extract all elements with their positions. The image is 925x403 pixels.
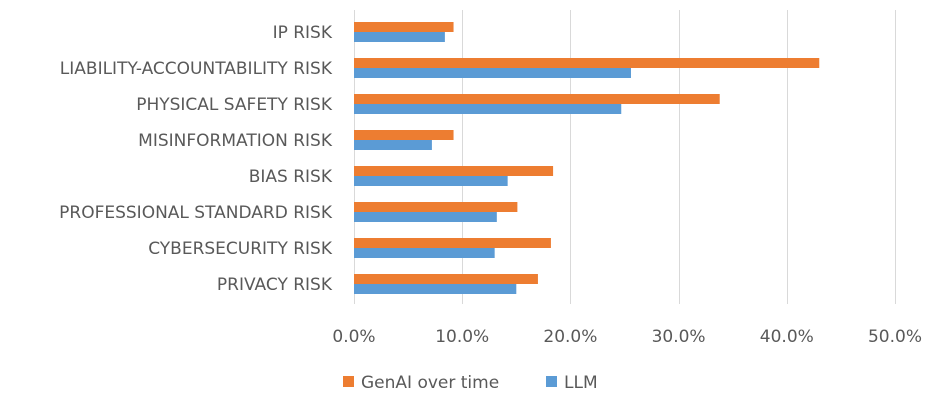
- bar-llm-0: [354, 32, 445, 42]
- bar-llm-2: [354, 104, 622, 114]
- bar-llm-1: [354, 68, 631, 78]
- legend-swatch-llm: [546, 376, 557, 387]
- category-label-4: BIAS RISK: [249, 167, 333, 187]
- category-label-5: PROFESSIONAL STANDARD RISK: [59, 203, 333, 223]
- gridlines: [354, 10, 896, 304]
- bar-genai-5: [354, 202, 518, 212]
- x-tick-label-2: 20.0%: [543, 327, 597, 347]
- category-label-3: MISINFORMATION RISK: [138, 131, 333, 151]
- category-label-6: CYBERSECURITY RISK: [148, 239, 333, 259]
- x-tick-label-4: 40.0%: [760, 327, 814, 347]
- category-label-7: PRIVACY RISK: [217, 275, 333, 295]
- x-tick-label-0: 0.0%: [332, 327, 375, 347]
- bar-genai-1: [354, 58, 820, 68]
- bar-llm-4: [354, 176, 508, 186]
- legend-swatch-genai: [343, 376, 354, 387]
- bars: [354, 22, 820, 294]
- bar-genai-2: [354, 94, 720, 104]
- x-tick-label-5: 50.0%: [868, 327, 922, 347]
- x-axis-tick-labels: 0.0% 10.0% 20.0% 30.0% 40.0% 50.0%: [332, 327, 922, 347]
- bar-genai-0: [354, 22, 454, 32]
- bar-genai-7: [354, 274, 538, 284]
- bar-genai-4: [354, 166, 554, 176]
- category-label-0: IP RISK: [273, 23, 333, 43]
- legend-label-genai: GenAI over time: [361, 373, 499, 393]
- bar-genai-6: [354, 238, 551, 248]
- bar-llm-5: [354, 212, 497, 222]
- x-tick-label-3: 30.0%: [652, 327, 706, 347]
- category-labels: IP RISK LIABILITY-ACCOUNTABILITY RISK PHYS…: [59, 23, 333, 295]
- category-label-1: LIABILITY-ACCOUNTABILITY RISK: [60, 59, 333, 79]
- bar-llm-3: [354, 140, 432, 150]
- bar-llm-6: [354, 248, 495, 258]
- legend: GenAI over time LLM: [343, 373, 598, 393]
- x-tick-label-1: 10.0%: [435, 327, 489, 347]
- bar-genai-3: [354, 130, 454, 140]
- bar-llm-7: [354, 284, 517, 294]
- category-label-2: PHYSICAL SAFETY RISK: [136, 95, 333, 115]
- legend-label-llm: LLM: [564, 373, 598, 393]
